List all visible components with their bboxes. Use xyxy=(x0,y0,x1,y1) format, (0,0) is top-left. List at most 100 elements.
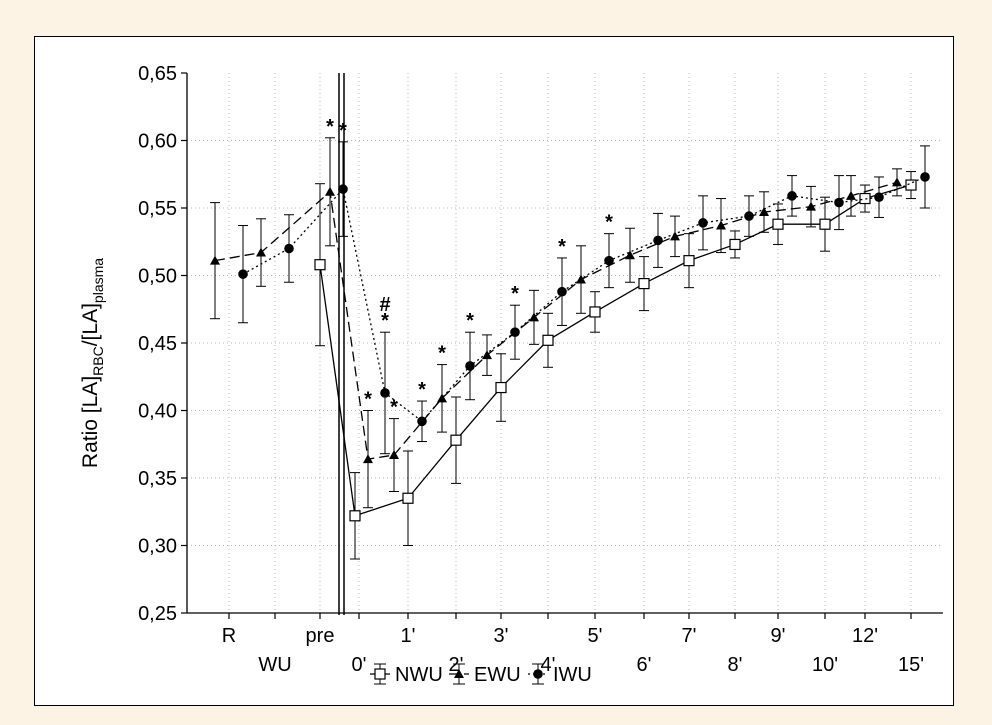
legend-item-iwu: IWU xyxy=(528,663,592,686)
iwu-point xyxy=(698,218,708,228)
legend-label: NWU xyxy=(395,664,443,686)
x-tick-label: 7' xyxy=(682,625,697,647)
ewu-point xyxy=(256,247,266,257)
x-tick-label: 6' xyxy=(637,654,652,676)
significance-star: * xyxy=(511,283,519,305)
x-tick-label: 8' xyxy=(728,654,743,676)
series-nwu xyxy=(314,171,917,560)
nwu-point xyxy=(638,278,650,290)
significance-star: * xyxy=(466,310,474,332)
iwu-point xyxy=(284,243,294,254)
nwu-line xyxy=(319,184,912,517)
significance-star: * xyxy=(605,212,613,234)
significance-star: * xyxy=(381,310,389,332)
y-tick-label: 0,55 xyxy=(138,198,177,220)
iwu-point xyxy=(557,286,567,297)
significance-star: * xyxy=(390,397,398,419)
x-tick-label: R xyxy=(222,625,236,647)
x-tick-label: 2' xyxy=(449,654,464,676)
nwu-point xyxy=(542,334,554,346)
ewu-point xyxy=(437,393,447,403)
nwu-point xyxy=(859,192,871,205)
iwu-point xyxy=(465,361,475,371)
nwu-point xyxy=(683,255,695,267)
y-tick-label: 0,40 xyxy=(138,401,177,423)
nwu-point xyxy=(314,259,326,271)
x-tick-label: 12' xyxy=(852,625,878,647)
y-tick-label: 0,65 xyxy=(138,63,177,85)
iwu-point xyxy=(604,255,614,266)
x-tick-label: pre xyxy=(306,625,335,647)
ewu-point xyxy=(363,454,373,464)
iwu-point xyxy=(834,197,844,208)
chart-svg: 0,25 0,30 0,35 0,40 0,45 0,50 0,55 0,60 0,65 R WU p… xyxy=(79,63,943,686)
y-tick-label: 0,35 xyxy=(138,468,177,490)
x-tick-label: 15' xyxy=(898,654,924,676)
nwu-point xyxy=(905,179,917,191)
iwu-point xyxy=(920,172,930,182)
iwu-point xyxy=(874,192,884,202)
ewu-point xyxy=(389,450,399,460)
ewu-point xyxy=(806,201,816,211)
chart-frame: 0,25 0,30 0,35 0,40 0,45 0,50 0,55 0,60 0,65 R WU p… xyxy=(34,36,954,706)
nwu-point xyxy=(729,238,741,251)
significance-star: * xyxy=(326,116,334,138)
nwu-point xyxy=(402,492,414,504)
y-tick-label: 0,50 xyxy=(138,266,177,288)
ewu-line xyxy=(214,181,898,460)
ewu-point xyxy=(759,207,769,217)
x-tick-label: 9' xyxy=(771,625,786,647)
legend-label: IWU xyxy=(553,664,592,686)
nwu-point xyxy=(772,218,784,230)
series-iwu xyxy=(238,141,930,455)
nwu-point xyxy=(495,381,507,394)
legend-marker xyxy=(454,669,464,678)
ewu-point xyxy=(529,312,539,322)
nwu-point xyxy=(589,306,601,318)
significance-star: * xyxy=(418,379,426,401)
ewu-point xyxy=(576,274,586,284)
annotations: * ***#******* xyxy=(326,116,613,419)
x-tick-label: 3' xyxy=(494,625,509,647)
ewu-point xyxy=(670,231,680,241)
ewu-point xyxy=(846,190,856,200)
nwu-point xyxy=(349,510,361,522)
nwu-point xyxy=(450,434,462,446)
iwu-point xyxy=(338,184,348,194)
legend-marker xyxy=(374,668,386,680)
iwu-point xyxy=(510,327,520,338)
ewu-point xyxy=(482,350,492,360)
legend-item-nwu: NWU xyxy=(370,663,443,686)
significance-star: * xyxy=(558,236,566,258)
significance-star: * xyxy=(339,120,347,142)
gridlines xyxy=(187,73,943,613)
ewu-point xyxy=(625,250,635,260)
legend-label: EWU xyxy=(474,664,521,686)
ewu-point xyxy=(716,220,726,230)
significance-star: * xyxy=(438,343,446,365)
ewu-point xyxy=(892,177,902,187)
x-tick-label: 5' xyxy=(588,625,603,647)
x-tick-label: WU xyxy=(258,654,291,676)
y-tick-label: 0,60 xyxy=(138,131,177,153)
ewu-point xyxy=(325,186,335,196)
legend-item-ewu: EWU xyxy=(449,663,521,686)
axes: 0,25 0,30 0,35 0,40 0,45 0,50 0,55 0,60 0,65 R WU p… xyxy=(138,63,943,676)
ewu-point xyxy=(210,255,220,265)
x-tick-label: 1' xyxy=(401,625,416,647)
y-tick-label: 0,45 xyxy=(138,333,177,355)
series-layer xyxy=(210,137,930,560)
y-tick-label: 0,30 xyxy=(138,536,177,558)
y-tick-label: 0,25 xyxy=(138,603,177,625)
x-tick-label: 10' xyxy=(812,654,838,676)
y-axis-label: Ratio [LA]RBC/[LA]plasma xyxy=(79,258,106,468)
iwu-point xyxy=(238,269,248,279)
legend-marker xyxy=(533,669,543,679)
iwu-point xyxy=(653,235,663,246)
x-tick-label: 0' xyxy=(352,654,367,676)
legend: NWU EWU IWU xyxy=(370,663,592,686)
iwu-point xyxy=(787,191,797,201)
iwu-point xyxy=(744,211,754,221)
iwu-point xyxy=(417,416,427,427)
nwu-point xyxy=(819,218,831,230)
